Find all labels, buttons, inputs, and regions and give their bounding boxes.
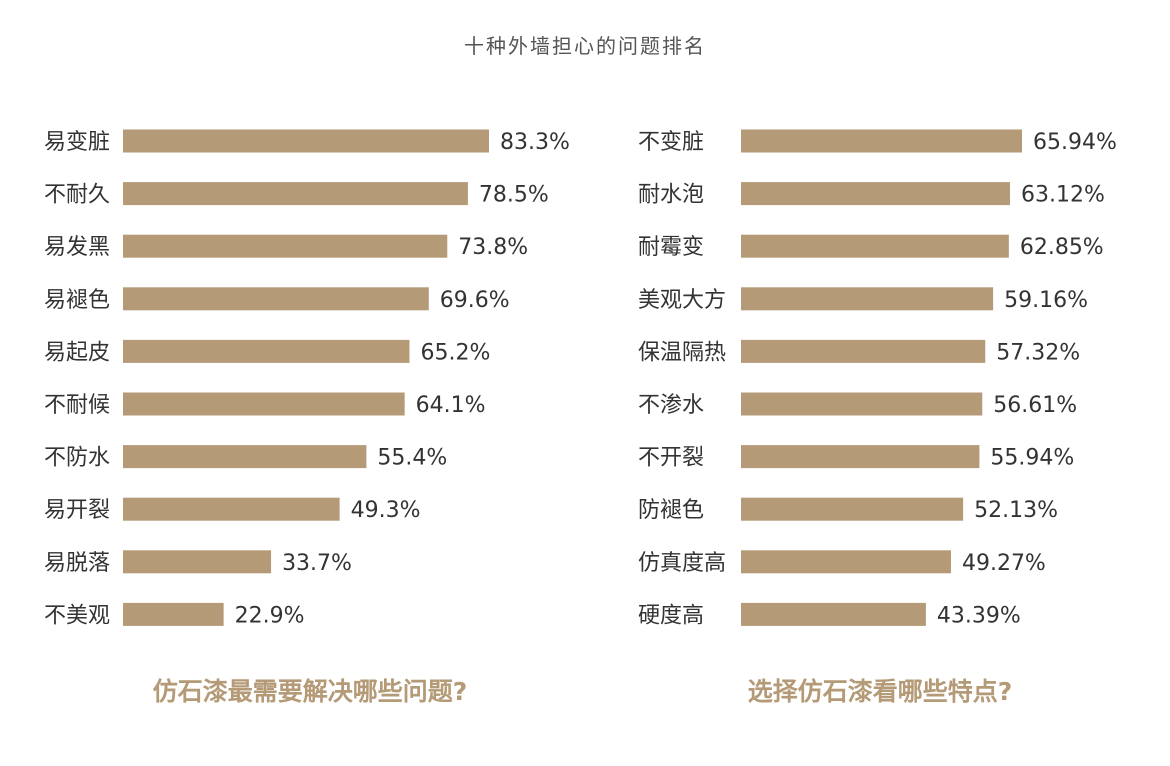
right-category-label: 耐水泡 bbox=[638, 183, 704, 208]
left-value-label: 64.1% bbox=[416, 393, 486, 418]
left-bar bbox=[123, 234, 448, 258]
left-chart-caption: 仿石漆最需要解决哪些问题? bbox=[152, 677, 468, 706]
left-category-label: 易开裂 bbox=[44, 498, 110, 523]
right-bar bbox=[741, 182, 1010, 206]
left-category-label: 易发黑 bbox=[44, 235, 110, 260]
right-value-label: 62.85% bbox=[1020, 235, 1104, 260]
right-value-label: 43.39% bbox=[937, 603, 1021, 628]
right-value-label: 59.16% bbox=[1004, 288, 1088, 313]
right-bar bbox=[741, 392, 983, 416]
left-value-label: 83.3% bbox=[500, 130, 570, 155]
right-bar bbox=[741, 287, 994, 311]
left-category-label: 不耐候 bbox=[44, 393, 110, 418]
left-category-label: 易褪色 bbox=[44, 288, 110, 313]
left-category-label: 易起皮 bbox=[44, 340, 110, 365]
right-bar bbox=[741, 497, 964, 521]
right-bar bbox=[741, 234, 1009, 258]
left-value-label: 78.5% bbox=[479, 183, 549, 208]
right-value-label: 57.32% bbox=[996, 340, 1080, 365]
left-bar bbox=[123, 497, 340, 521]
left-value-label: 33.7% bbox=[282, 551, 352, 576]
left-value-label: 69.6% bbox=[440, 288, 510, 313]
right-value-label: 49.27% bbox=[962, 551, 1046, 576]
left-bar bbox=[123, 445, 367, 469]
left-category-label: 易脱落 bbox=[44, 551, 110, 576]
left-category-label: 易变脏 bbox=[44, 130, 110, 155]
left-value-label: 22.9% bbox=[235, 603, 305, 628]
right-value-label: 63.12% bbox=[1021, 183, 1105, 208]
right-value-label: 65.94% bbox=[1033, 130, 1117, 155]
right-value-label: 52.13% bbox=[974, 498, 1058, 523]
left-bar bbox=[123, 339, 410, 363]
right-category-label: 不渗水 bbox=[638, 393, 704, 418]
right-bar bbox=[741, 602, 926, 626]
left-bar bbox=[123, 392, 405, 416]
left-value-label: 49.3% bbox=[351, 498, 421, 523]
right-bar bbox=[741, 339, 986, 363]
left-bar bbox=[123, 129, 489, 153]
left-value-label: 65.2% bbox=[420, 340, 490, 365]
left-bar bbox=[123, 287, 429, 311]
right-value-label: 55.94% bbox=[990, 446, 1074, 471]
right-bar bbox=[741, 550, 951, 574]
left-category-label: 不耐久 bbox=[44, 183, 110, 208]
right-bar bbox=[741, 445, 980, 469]
left-value-label: 55.4% bbox=[377, 446, 447, 471]
right-bar bbox=[741, 129, 1022, 153]
chart-title: 十种外墙担心的问题排名 bbox=[464, 34, 706, 58]
right-category-label: 硬度高 bbox=[638, 603, 704, 628]
right-category-label: 不开裂 bbox=[638, 446, 704, 471]
left-bar bbox=[123, 602, 224, 626]
right-category-label: 防褪色 bbox=[638, 498, 704, 523]
left-category-label: 不防水 bbox=[44, 446, 110, 471]
left-value-label: 73.8% bbox=[458, 235, 528, 260]
right-category-label: 美观大方 bbox=[638, 288, 726, 313]
right-value-label: 56.61% bbox=[993, 393, 1077, 418]
right-chart-caption: 选择仿石漆看哪些特点? bbox=[747, 677, 1013, 706]
right-category-label: 仿真度高 bbox=[638, 551, 726, 576]
left-category-label: 不美观 bbox=[44, 603, 110, 628]
left-bar bbox=[123, 550, 272, 574]
left-bar bbox=[123, 182, 468, 206]
right-category-label: 耐霉变 bbox=[638, 235, 704, 260]
right-category-label: 保温隔热 bbox=[638, 340, 726, 365]
right-category-label: 不变脏 bbox=[638, 130, 704, 155]
